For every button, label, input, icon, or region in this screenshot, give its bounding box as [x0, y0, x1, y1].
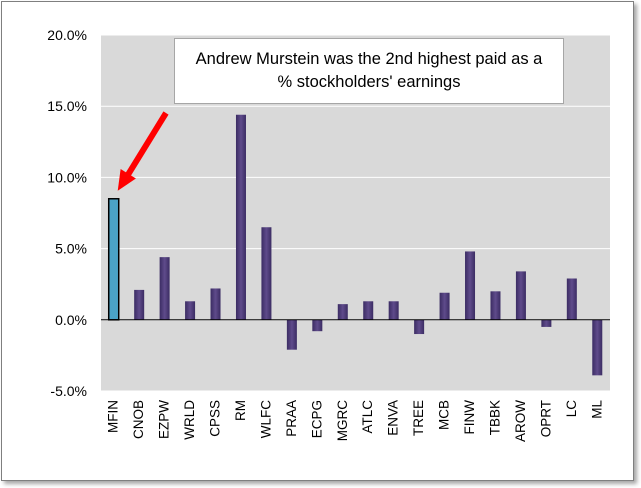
bar-finw — [465, 251, 476, 320]
annotation-arrow — [117, 111, 169, 191]
bar-ecpg — [312, 319, 323, 332]
y-tick-label: 10.0% — [47, 169, 87, 185]
x-tick-label: LC — [564, 400, 579, 418]
y-tick-label: 0.0% — [55, 312, 87, 328]
x-tick-label: ML — [589, 400, 604, 419]
y-tick-label: 20.0% — [47, 27, 87, 43]
x-tick-label: MFIN — [106, 400, 121, 433]
x-tick-label: ECPG — [309, 400, 324, 438]
arrow-head — [117, 169, 136, 191]
x-tick-label: TREE — [411, 400, 426, 436]
bar-wrld — [185, 301, 196, 320]
x-tick-label: RM — [233, 400, 248, 421]
bar-atlc — [363, 301, 374, 320]
x-tick-label: MCB — [437, 400, 452, 430]
x-axis-labels: MFIN CNOB EZPW WRLD CPSS RM WLFC PRAA ECPG MGRC AT… — [106, 400, 605, 442]
x-tick-label: OPRT — [538, 400, 553, 437]
bar-wlfc — [261, 227, 272, 320]
bar-tbbk — [490, 291, 501, 320]
bar-mgrc — [337, 304, 348, 320]
x-tick-label: FINW — [462, 400, 477, 435]
x-tick-label: MGRC — [335, 400, 350, 441]
x-tick-label: ATLC — [360, 400, 375, 434]
bar-mcb — [439, 292, 450, 320]
bar-ezpw — [159, 257, 170, 320]
x-tick-label: CNOB — [131, 400, 146, 439]
bar-lc — [566, 278, 577, 320]
x-tick-label: ENVA — [386, 400, 401, 436]
bar-praa — [286, 319, 297, 350]
bar-tree — [414, 319, 425, 335]
bar-rm — [235, 114, 246, 320]
y-tick-label: -5.0% — [50, 383, 87, 399]
annotation-text: Andrew Murstein was the 2nd highest paid… — [195, 50, 543, 91]
y-tick-label: 15.0% — [47, 98, 87, 114]
bar-cnob — [134, 289, 145, 320]
x-tick-label: WLFC — [258, 400, 273, 438]
x-tick-label: EZPW — [157, 400, 172, 439]
y-tick-label: 5.0% — [55, 241, 87, 257]
bars — [107, 114, 603, 376]
bar-enva — [388, 301, 399, 320]
bar-oprt — [541, 319, 552, 327]
x-tick-label: TBBK — [487, 400, 502, 435]
bar-cpss — [210, 288, 221, 320]
annotation-callout: Andrew Murstein was the 2nd highest paid… — [174, 38, 564, 104]
x-tick-label: PRAA — [284, 400, 299, 437]
chart-frame: -5.0% 0.0% 5.0% 10.0% 15.0% 20.0% MFIN CNOB EZP… — [1, 1, 634, 481]
bar-ml — [592, 319, 603, 376]
x-tick-label: AROW — [513, 400, 528, 442]
x-tick-label: WRLD — [182, 400, 197, 440]
arrow-shaft — [124, 111, 169, 179]
bar-arow — [515, 271, 526, 320]
bar-mfin — [107, 198, 120, 321]
y-axis-ticks: -5.0% 0.0% 5.0% 10.0% 15.0% 20.0% — [47, 27, 87, 399]
x-tick-label: CPSS — [208, 400, 223, 437]
